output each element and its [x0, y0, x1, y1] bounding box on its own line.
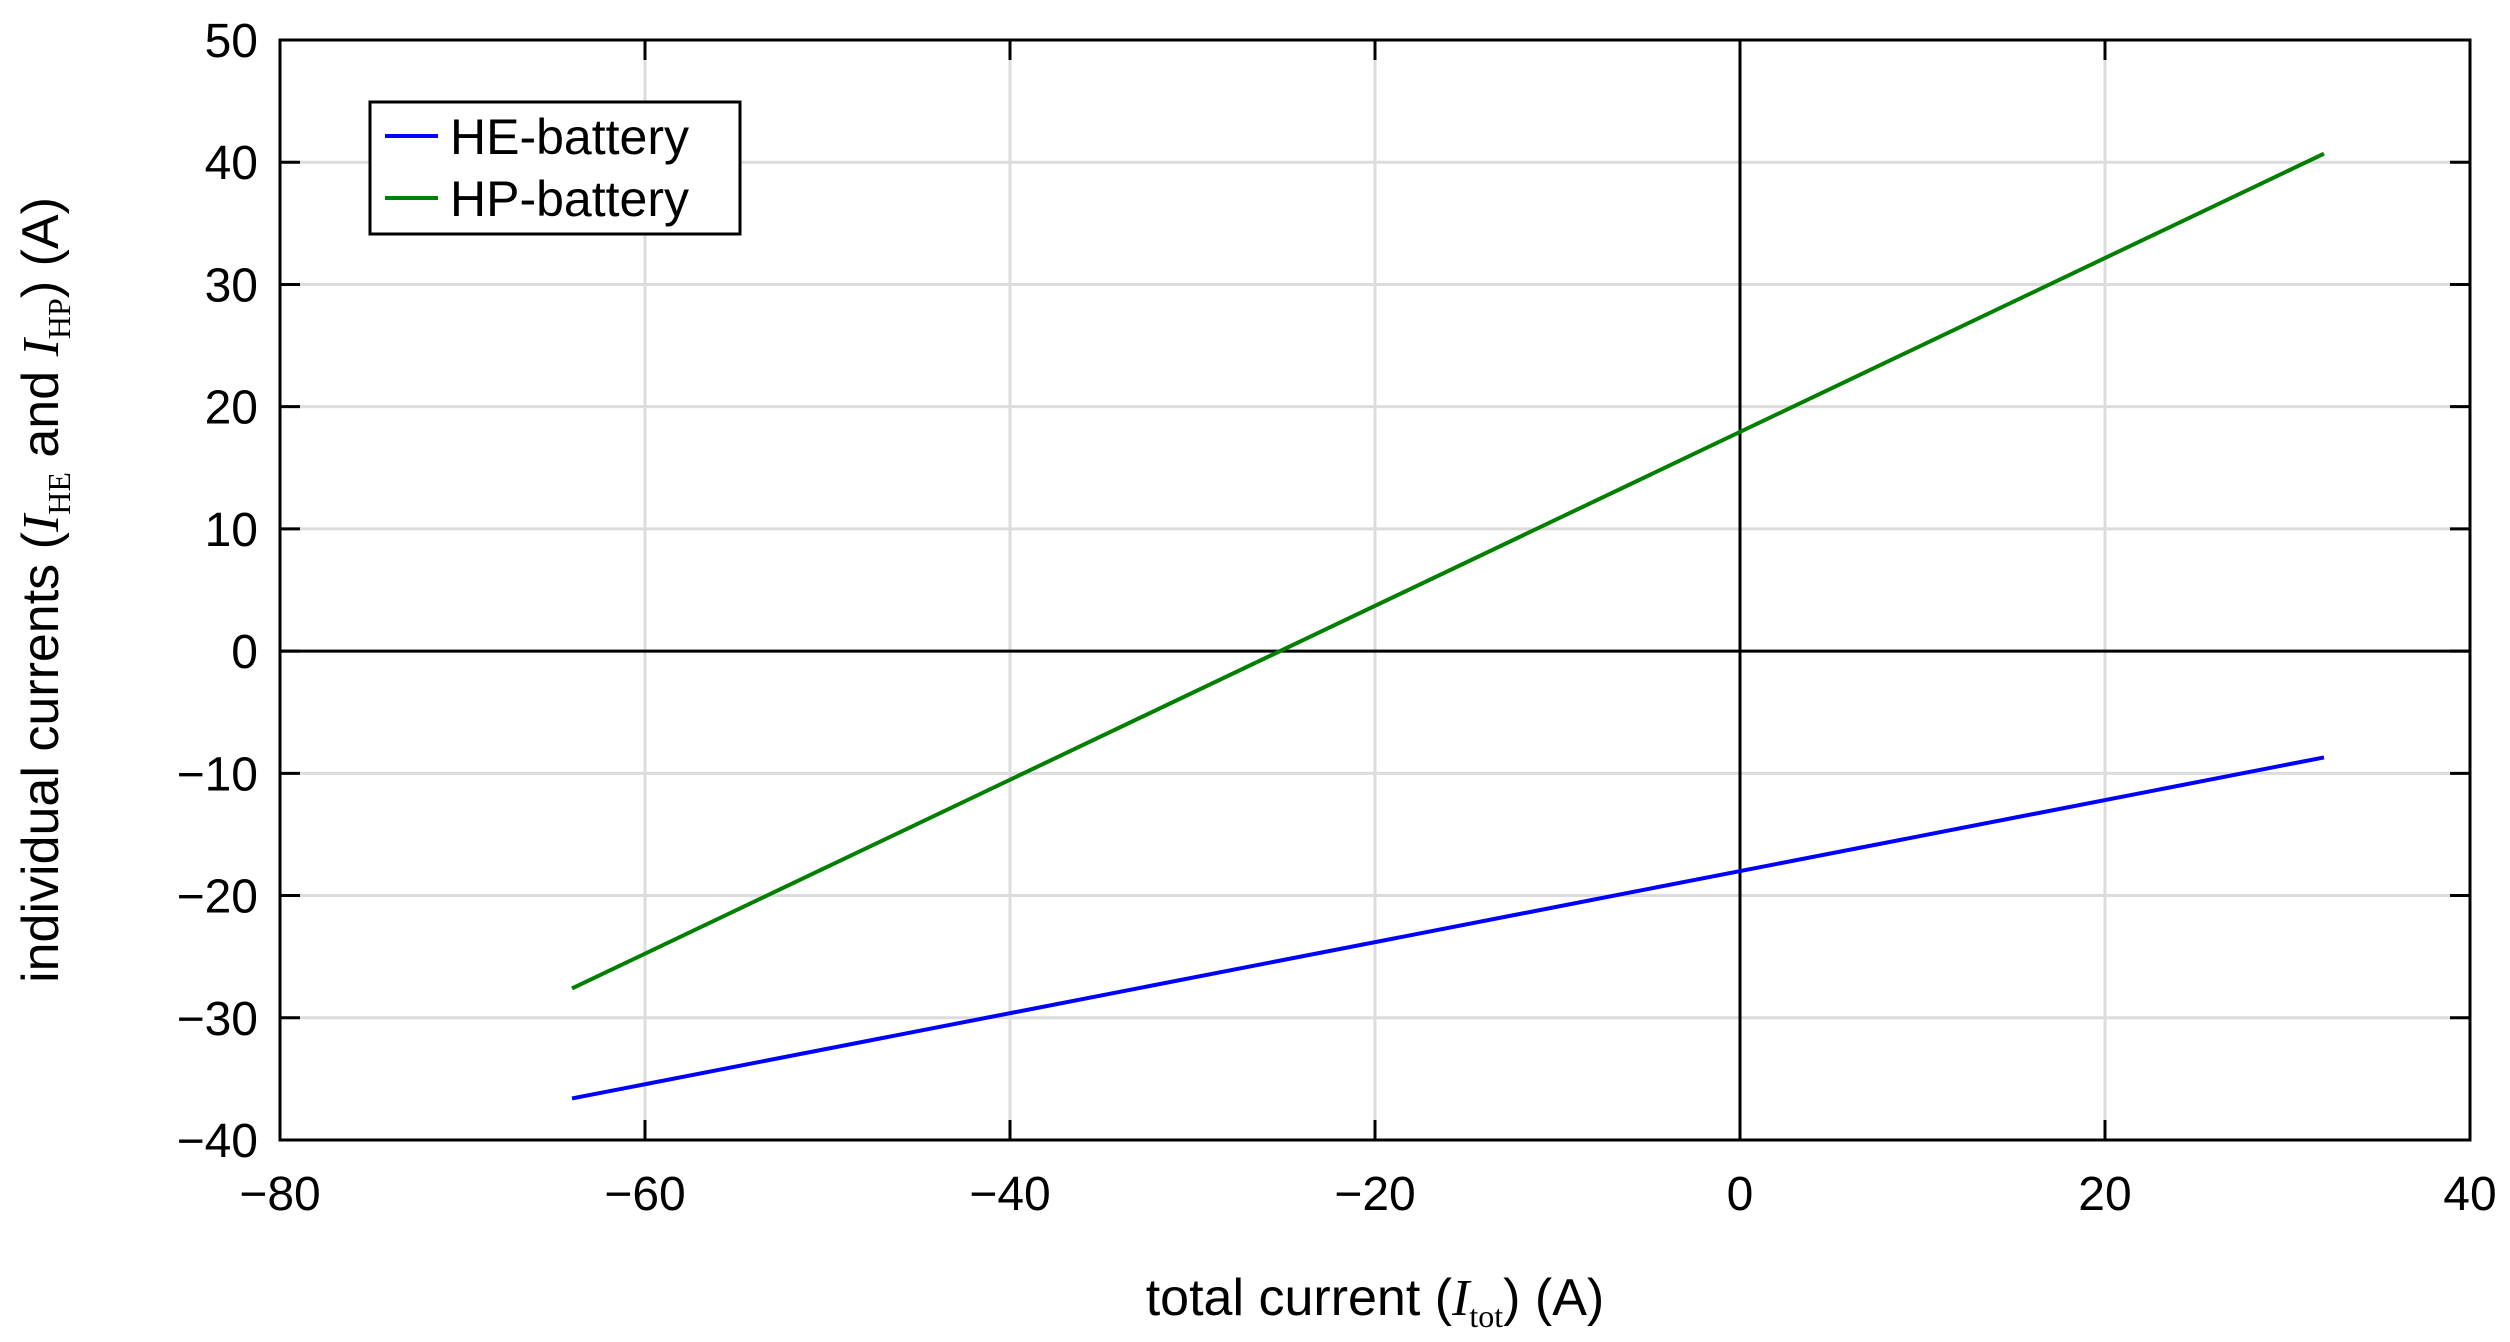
series-line-he-battery [571, 755, 2325, 1101]
y-tick-label: 10 [205, 504, 258, 557]
legend-label-he-battery: HE-battery [450, 109, 689, 165]
legend-label-hp-battery: HP-battery [450, 171, 689, 227]
x-tick-label: −20 [1334, 1168, 1415, 1221]
legend-box [368, 100, 742, 236]
x-tick-labels: −80 −60 −40 −20 0 20 40 [239, 1168, 2496, 1221]
y-tick-label: 30 [205, 259, 258, 312]
y-tick-label: 0 [231, 626, 258, 679]
x-tick-label: 0 [1727, 1168, 1754, 1221]
y-tick-label: 20 [205, 382, 258, 435]
y-tick-label: 50 [205, 15, 258, 68]
y-tick-label: −40 [177, 1115, 258, 1168]
y-tick-label: −20 [177, 871, 258, 924]
x-tick-label: −40 [969, 1168, 1050, 1221]
x-axis-title: total current (Itot) (A) [1146, 1269, 1605, 1334]
axis-ticks [278, 38, 2472, 1142]
x-tick-label: 40 [2443, 1168, 2496, 1221]
x-tick-label: 20 [2078, 1168, 2131, 1221]
y-axis-title: individual currents (IHE and IHP) (A) [12, 197, 77, 983]
zero-lines [280, 40, 2470, 1140]
legend: HE-battery HP-battery [368, 100, 742, 236]
y-tick-labels: −40 −30 −20 −10 0 10 20 30 40 50 [177, 15, 258, 1168]
y-tick-label: −10 [177, 748, 258, 801]
series-lines [571, 151, 2325, 1101]
series-line-hp-battery [571, 151, 2325, 991]
x-tick-label: −80 [239, 1168, 320, 1221]
y-tick-label: −30 [177, 993, 258, 1046]
y-tick-label: 40 [205, 137, 258, 190]
x-tick-label: −60 [604, 1168, 685, 1221]
